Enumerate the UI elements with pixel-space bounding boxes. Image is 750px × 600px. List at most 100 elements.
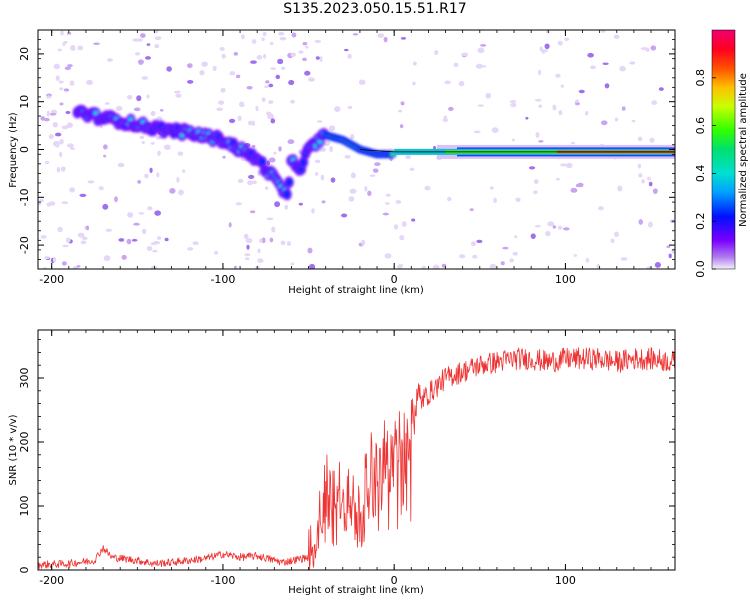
noise-speck — [247, 120, 253, 126]
noise-speck — [399, 234, 405, 241]
noise-speck — [585, 257, 590, 263]
noise-speck — [169, 188, 176, 194]
noise-speck — [302, 57, 307, 62]
noise-speck — [538, 104, 543, 108]
noise-speck — [233, 265, 237, 269]
noise-speck — [358, 79, 366, 85]
noise-speck — [638, 173, 643, 178]
noise-speck — [311, 208, 315, 214]
noise-speck — [538, 140, 544, 143]
noise-speck — [347, 53, 352, 59]
noise-speck — [275, 74, 281, 80]
noise-speck — [72, 266, 78, 269]
snr-x-axis-title: Height of straight line (km) — [288, 585, 424, 596]
noise-speck — [150, 110, 156, 117]
noise-speck — [598, 206, 604, 211]
noise-speck — [502, 246, 509, 250]
noise-speck — [46, 110, 50, 117]
noise-speck — [266, 111, 272, 116]
noise-speck — [448, 106, 454, 112]
noise-speck — [69, 147, 76, 150]
noise-speck — [55, 141, 60, 148]
noise-speck — [60, 30, 64, 36]
noise-speck — [610, 238, 615, 244]
noise-speck — [587, 52, 594, 58]
noise-speck — [393, 224, 399, 230]
noise-speck — [565, 162, 573, 169]
noise-speck — [578, 89, 585, 94]
noise-speck — [61, 125, 69, 130]
noise-speck — [248, 174, 255, 180]
noise-speck — [250, 60, 257, 64]
noise-speck — [349, 188, 357, 194]
noise-speck — [114, 196, 118, 203]
noise-speck — [136, 95, 142, 102]
noise-speck — [444, 80, 451, 85]
noise-speck — [266, 160, 271, 166]
noise-speck — [229, 71, 236, 76]
noise-speck — [525, 116, 529, 120]
noise-speck — [154, 210, 162, 216]
noise-speck — [252, 120, 256, 126]
noise-speck — [221, 53, 226, 59]
noise-speck — [668, 253, 672, 259]
noise-speck — [178, 189, 184, 196]
noise-speck — [251, 144, 256, 148]
noise-speck — [268, 157, 276, 163]
noise-speck — [400, 101, 405, 106]
noise-speck — [555, 73, 561, 78]
noise-speck — [274, 201, 281, 208]
noise-speck — [182, 169, 186, 173]
noise-speck — [139, 33, 146, 38]
noise-speck — [401, 221, 407, 227]
noise-speck — [552, 104, 557, 111]
noise-speck — [347, 105, 353, 109]
noise-speck — [235, 74, 241, 79]
noise-speck — [539, 46, 543, 52]
noise-speck — [266, 217, 274, 221]
noise-speck — [412, 81, 416, 86]
noise-speck — [489, 263, 497, 269]
noise-speck — [263, 53, 267, 59]
noise-speck — [131, 238, 138, 242]
noise-speck — [304, 70, 311, 76]
noise-speck — [614, 231, 620, 238]
noise-speck — [86, 79, 93, 85]
noise-speck — [49, 112, 57, 116]
noise-speck — [290, 52, 297, 58]
noise-speck — [57, 226, 63, 233]
noise-speck — [604, 83, 610, 89]
noise-speck — [328, 125, 336, 132]
noise-speck — [308, 77, 315, 82]
noise-speck — [291, 32, 297, 38]
noise-speck — [137, 180, 141, 184]
noise-speck — [538, 69, 542, 76]
noise-speck — [314, 159, 321, 164]
noise-speck — [251, 180, 258, 185]
noise-speck — [126, 95, 133, 100]
noise-speck — [280, 240, 286, 246]
snr-series-line — [38, 347, 675, 570]
noise-speck — [133, 107, 141, 112]
noise-speck — [514, 235, 518, 239]
noise-speck — [67, 64, 73, 68]
noise-speck — [69, 80, 75, 86]
noise-speck — [69, 187, 75, 193]
noise-speck — [637, 163, 642, 169]
noise-speck — [279, 36, 287, 41]
noise-speck — [237, 178, 244, 184]
noise-speck — [650, 45, 657, 51]
noise-speck — [563, 227, 570, 231]
noise-speck — [585, 110, 589, 116]
noise-speck — [298, 50, 304, 54]
noise-speck — [555, 177, 560, 181]
noise-speck — [443, 115, 447, 119]
noise-speck — [59, 102, 64, 106]
noise-speck — [53, 256, 57, 263]
noise-speck — [533, 179, 539, 185]
noise-speck — [79, 193, 87, 197]
noise-speck — [442, 117, 449, 123]
noise-speck — [103, 154, 107, 158]
noise-speck — [63, 88, 70, 92]
noise-speck — [177, 151, 184, 156]
